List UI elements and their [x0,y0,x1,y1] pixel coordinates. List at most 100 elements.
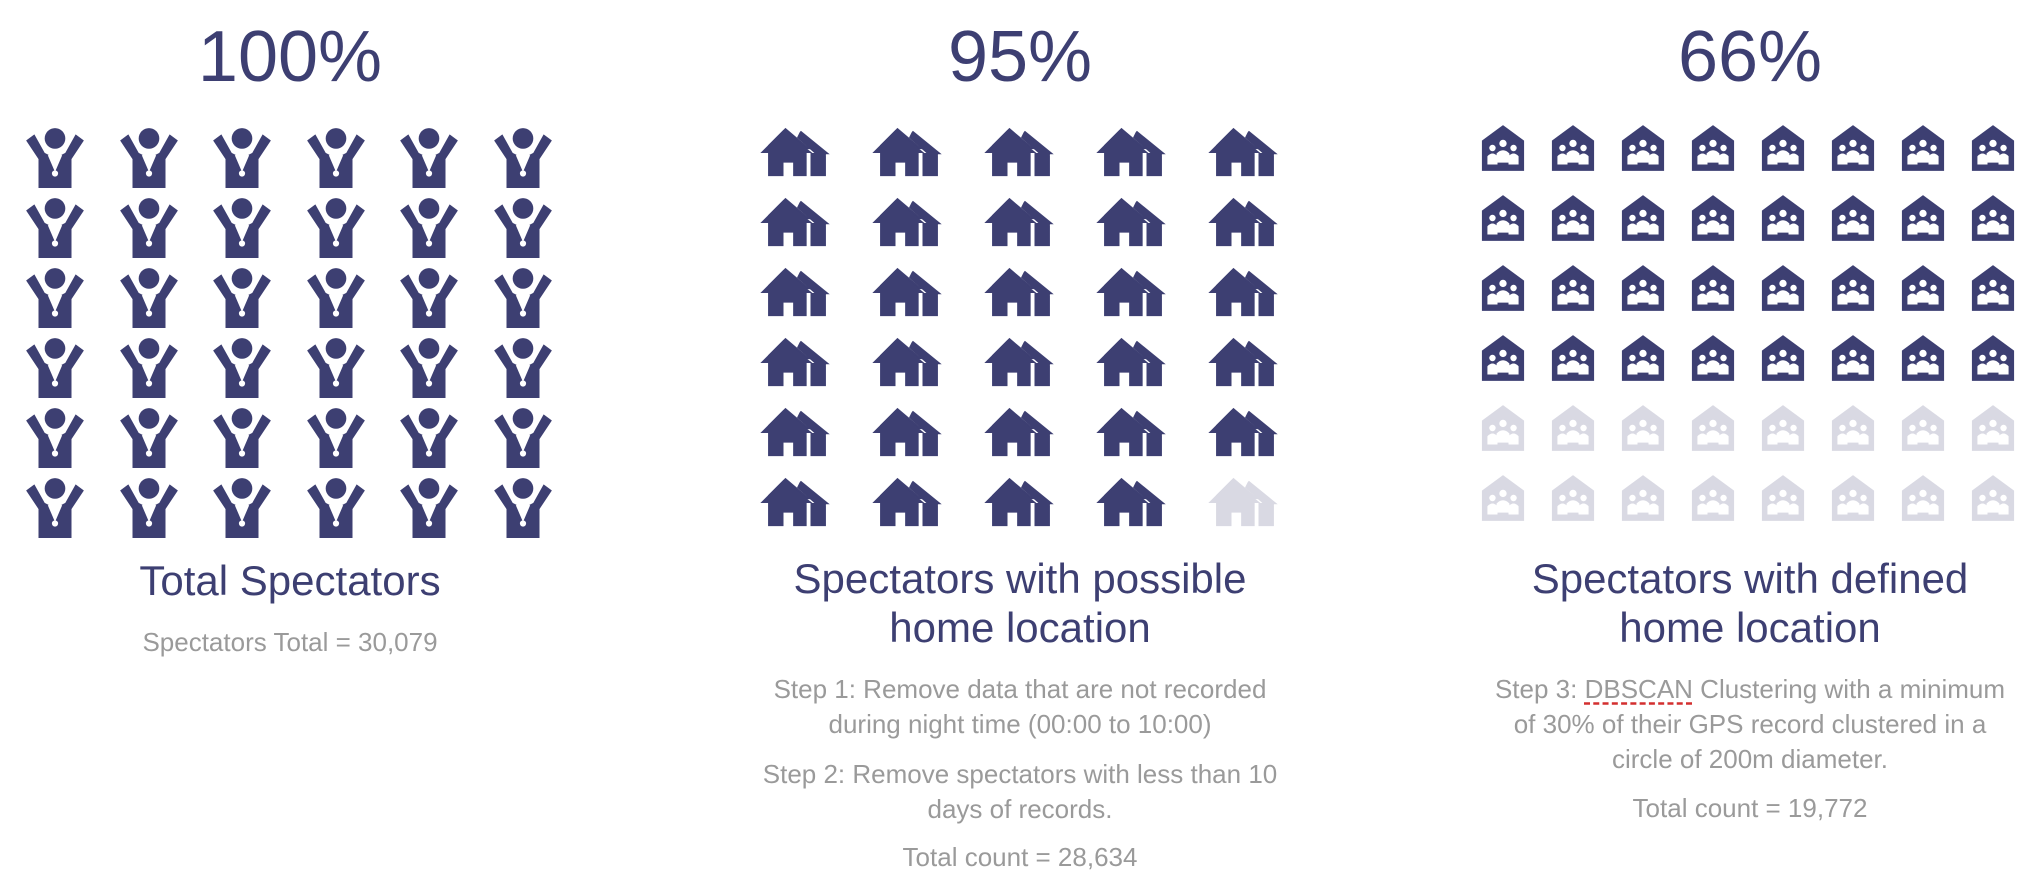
houses-icon [1094,196,1172,250]
panel-title: Spectators with defined home location [1460,554,2040,652]
home-family-inactive-icon [1621,404,1665,452]
cheering-person-icon [116,194,182,260]
panel-title-line: Spectators with defined [1531,555,1969,602]
home-family-icon [1691,124,1735,172]
houses-icon [870,196,948,250]
home-family-icon [1761,194,1805,242]
step-line: Step 3: DBSCAN Clustering with a minimum [1470,672,2030,707]
houses-icon [1094,406,1172,460]
panel-title: Total Spectators [139,557,441,604]
cheering-person-icon [22,264,88,330]
cheering-person-icon [116,264,182,330]
cheering-person-icon [22,404,88,470]
cheering-person-icon [116,124,182,190]
total-text: Total count = 28,634 [902,842,1138,872]
houses-icon [982,406,1060,460]
cheering-person-icon [209,334,275,400]
percent-label: 95% [947,17,1093,97]
home-family-inactive-icon [1481,404,1525,452]
step-line: Step 1: Remove data that are not recorde… [773,674,1267,704]
total-text: Spectators Total = 30,079 [142,627,438,657]
home-family-inactive-icon [1621,474,1665,522]
home-family-icon [1551,334,1595,382]
home-family-icon [1621,124,1665,172]
houses-icon [1206,336,1284,390]
panel-title-line: home location [889,604,1151,651]
home-family-icon [1831,264,1875,312]
home-family-inactive-icon [1551,474,1595,522]
cheering-person-icon [303,194,369,260]
home-family-inactive-icon [1481,474,1525,522]
cheering-person-icon [396,194,462,260]
percent-label: 100% [197,17,383,97]
cheering-person-icon [209,124,275,190]
cheering-person-icon [303,264,369,330]
home-family-inactive-icon [1691,474,1735,522]
home-family-icon [1831,334,1875,382]
home-family-icon [1761,264,1805,312]
step-2-text: Step 2: Remove spectators with less than… [750,757,1290,827]
cheering-person-icon [209,194,275,260]
cheering-person-icon [209,474,275,540]
houses-icon [758,406,836,460]
houses-icon [870,406,948,460]
cheering-person-icon [396,334,462,400]
houses-icon [982,126,1060,180]
home-family-icon [1971,124,2015,172]
home-family-inactive-icon [1901,474,1945,522]
dbscan-term: DBSCAN [1584,674,1693,704]
panel-total-spectators: 100% [0,0,580,890]
houses-icon [1206,126,1284,180]
home-family-icon [1761,124,1805,172]
cheering-person-icon [490,264,556,330]
houses-icon [1206,196,1284,250]
home-family-icon [1971,334,2015,382]
houses-icon [870,336,948,390]
panel-title: Spectators with possible home location [730,554,1310,652]
percent-label: 66% [1677,17,1823,97]
home-family-icon [1831,194,1875,242]
panel-possible-home: 95% [730,0,1310,890]
home-family-inactive-icon [1971,404,2015,452]
cheering-person-icon [116,474,182,540]
cheering-person-icon [303,404,369,470]
home-family-icon [1691,194,1735,242]
cheering-person-icon [22,194,88,260]
cheering-person-icon [116,334,182,400]
home-family-icon [1831,124,1875,172]
houses-icon [758,126,836,180]
houses-icon [870,126,948,180]
panel-title-line: home location [1619,604,1881,651]
home-family-icon [1621,194,1665,242]
icon-grid [1460,120,2040,530]
home-family-inactive-icon [1691,404,1735,452]
home-family-inactive-icon [1761,474,1805,522]
home-family-icon [1901,124,1945,172]
step-line: circle of 200m diameter. [1611,744,1888,774]
cheering-person-icon [490,334,556,400]
cheering-person-icon [490,474,556,540]
home-family-icon [1971,264,2015,312]
home-family-inactive-icon [1901,404,1945,452]
cheering-person-icon [396,474,462,540]
home-family-inactive-icon [1831,474,1875,522]
houses-icon [1094,476,1172,530]
step-3-text: Step 3: DBSCAN Clustering with a minimum… [1470,672,2030,777]
houses-icon [1206,266,1284,320]
cheering-person-icon [303,474,369,540]
home-family-icon [1481,264,1525,312]
home-family-icon [1901,194,1945,242]
cheering-person-icon [22,124,88,190]
cheering-person-icon [303,124,369,190]
home-family-icon [1621,264,1665,312]
houses-icon [982,266,1060,320]
home-family-inactive-icon [1761,404,1805,452]
houses-icon [758,476,836,530]
icon-grid [0,120,580,538]
cheering-person-icon [209,264,275,330]
step-rest: Clustering with a minimum [1692,674,2006,704]
cheering-person-icon [116,404,182,470]
houses-icon [1094,266,1172,320]
home-family-icon [1481,124,1525,172]
houses-icon [1206,406,1284,460]
